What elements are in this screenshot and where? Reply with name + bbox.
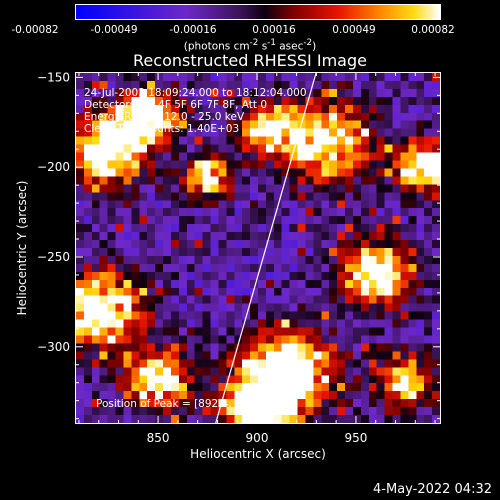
solar-limb-svg [215,73,317,423]
x-tick-label: 950 [344,431,367,445]
chart-title: Reconstructed RHESSI Image [133,51,367,70]
colorbar-tick-label: -0.00049 [90,24,138,36]
y-tick-label: −250 [37,250,70,264]
x-tick-label: 900 [246,431,269,445]
footer-timestamp: 4-May-2022 04:32 [373,482,492,497]
info-detectors: Detectors: 3F 4F 5F 6F 7F 8F, Att 0 [84,99,268,111]
peak-position-text: Position of Peak = [892.4, -334.5] [96,398,273,410]
x-axis-label: Heliocentric X (arcsec) [190,447,326,461]
colorbar [75,4,441,20]
heatmap-image [76,73,440,423]
plot-area: 24-Jul-2003 18:09:24.000 to 18:12:04.000… [75,72,441,424]
y-tick-label: −200 [37,160,70,174]
colorbar-tick-label: 0.00016 [252,24,296,36]
y-tick-label: −300 [37,340,70,354]
colorbar-tick-label: 0.00082 [411,24,455,36]
info-clean: Clean Total counts: 1.40E+03 [84,123,240,135]
colorbar-tick-label: -0.00016 [169,24,217,36]
solar-limb-line [215,73,317,423]
colorbar-units: (photons cm-2 s-1 asec-2) [183,38,317,53]
y-axis-label: Heliocentric Y (arcsec) [15,180,29,316]
x-tick-label: 850 [147,431,170,445]
colorbar-tick-label: 0.00049 [332,24,376,36]
info-energy: Energy Range: 12.0 - 25.0 keV [84,111,245,123]
info-time: 24-Jul-2003 18:09:24.000 to 18:12:04.000 [84,87,307,99]
y-tick-label: −150 [37,70,70,84]
colorbar-tick-label: -0.00082 [11,24,59,36]
